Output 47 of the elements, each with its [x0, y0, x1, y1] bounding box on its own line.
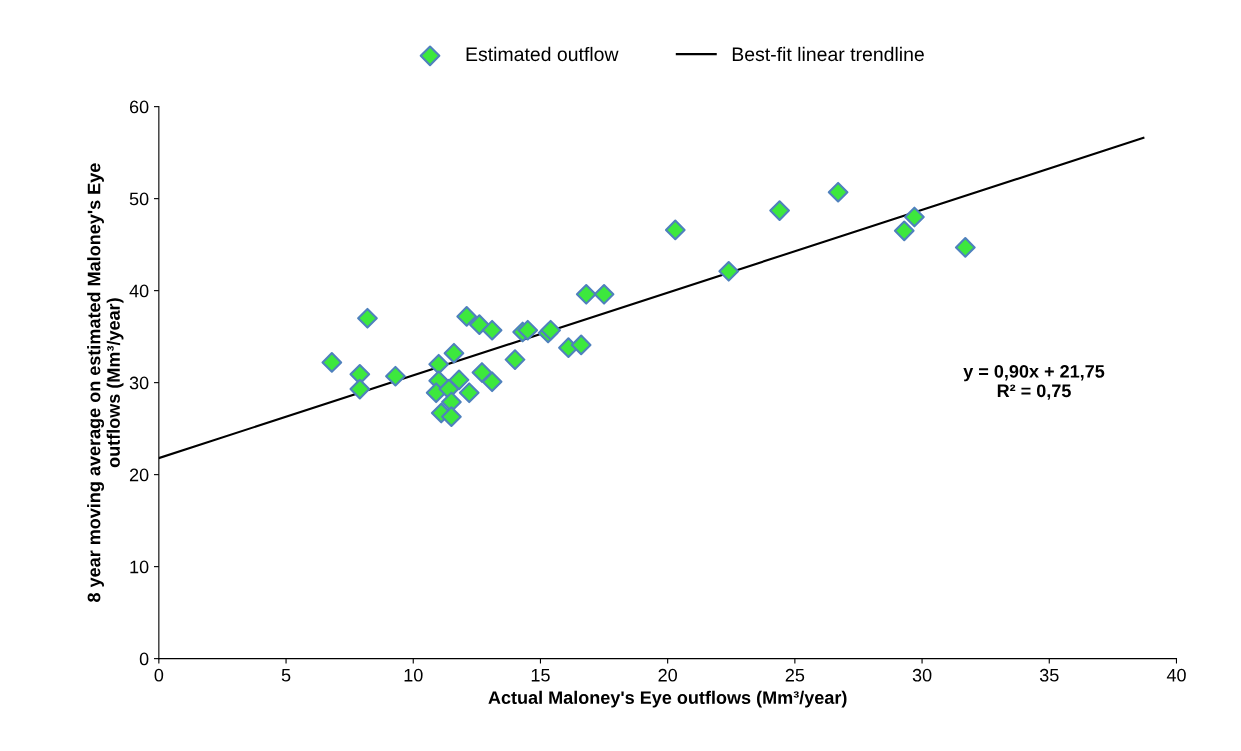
x-tick-label: 20	[658, 668, 677, 682]
point	[481, 319, 503, 341]
point	[385, 365, 406, 387]
point	[456, 306, 478, 327]
point	[504, 349, 526, 370]
point	[517, 319, 539, 341]
point	[575, 283, 597, 305]
point	[321, 352, 343, 373]
point	[471, 362, 493, 383]
point	[664, 219, 686, 241]
point	[954, 237, 976, 258]
x-tick-label: 5	[281, 669, 291, 682]
x-tick-label: 40	[1166, 668, 1186, 682]
point	[481, 371, 503, 393]
point	[458, 382, 480, 404]
y-tick-label: 10	[130, 560, 149, 574]
y-tick-label: 0	[139, 652, 149, 666]
x-tick-label: 30	[912, 668, 932, 682]
point	[893, 220, 915, 242]
y-axis-title: 8 year moving average on estimated Maloney's Eye outflows (Mm³/year)	[87, 163, 124, 602]
y-tick-label: 30	[129, 376, 149, 390]
point	[593, 283, 615, 305]
point	[428, 353, 450, 375]
x-tick-label: 0	[154, 668, 164, 682]
x-tick-label: 35	[1039, 668, 1059, 682]
legend-label: Estimated outflow	[466, 46, 619, 62]
point	[904, 206, 925, 228]
point	[718, 260, 740, 282]
legend-label: Best-fit linear trendline	[732, 46, 924, 62]
point	[469, 314, 490, 336]
point	[357, 307, 378, 329]
y-tick-label: 60	[129, 100, 149, 114]
y-tick-label: 40	[129, 284, 149, 298]
annotation: y = 0,90x + 21,75 R² = 0,75	[963, 364, 1105, 400]
x-tick-label: 25	[785, 668, 805, 682]
y-tick-label: 20	[129, 468, 149, 482]
point	[443, 342, 465, 364]
point	[570, 334, 592, 356]
point	[441, 406, 462, 428]
point	[349, 378, 371, 400]
point	[769, 200, 790, 221]
x-tick-label: 10	[404, 668, 423, 682]
y-tick-label: 50	[129, 192, 149, 206]
x-axis-title: Actual Maloney's Eye outflows (Mm³/year)	[488, 690, 847, 708]
point	[349, 364, 371, 385]
point	[827, 181, 849, 203]
x-tick-label: 15	[531, 669, 550, 682]
